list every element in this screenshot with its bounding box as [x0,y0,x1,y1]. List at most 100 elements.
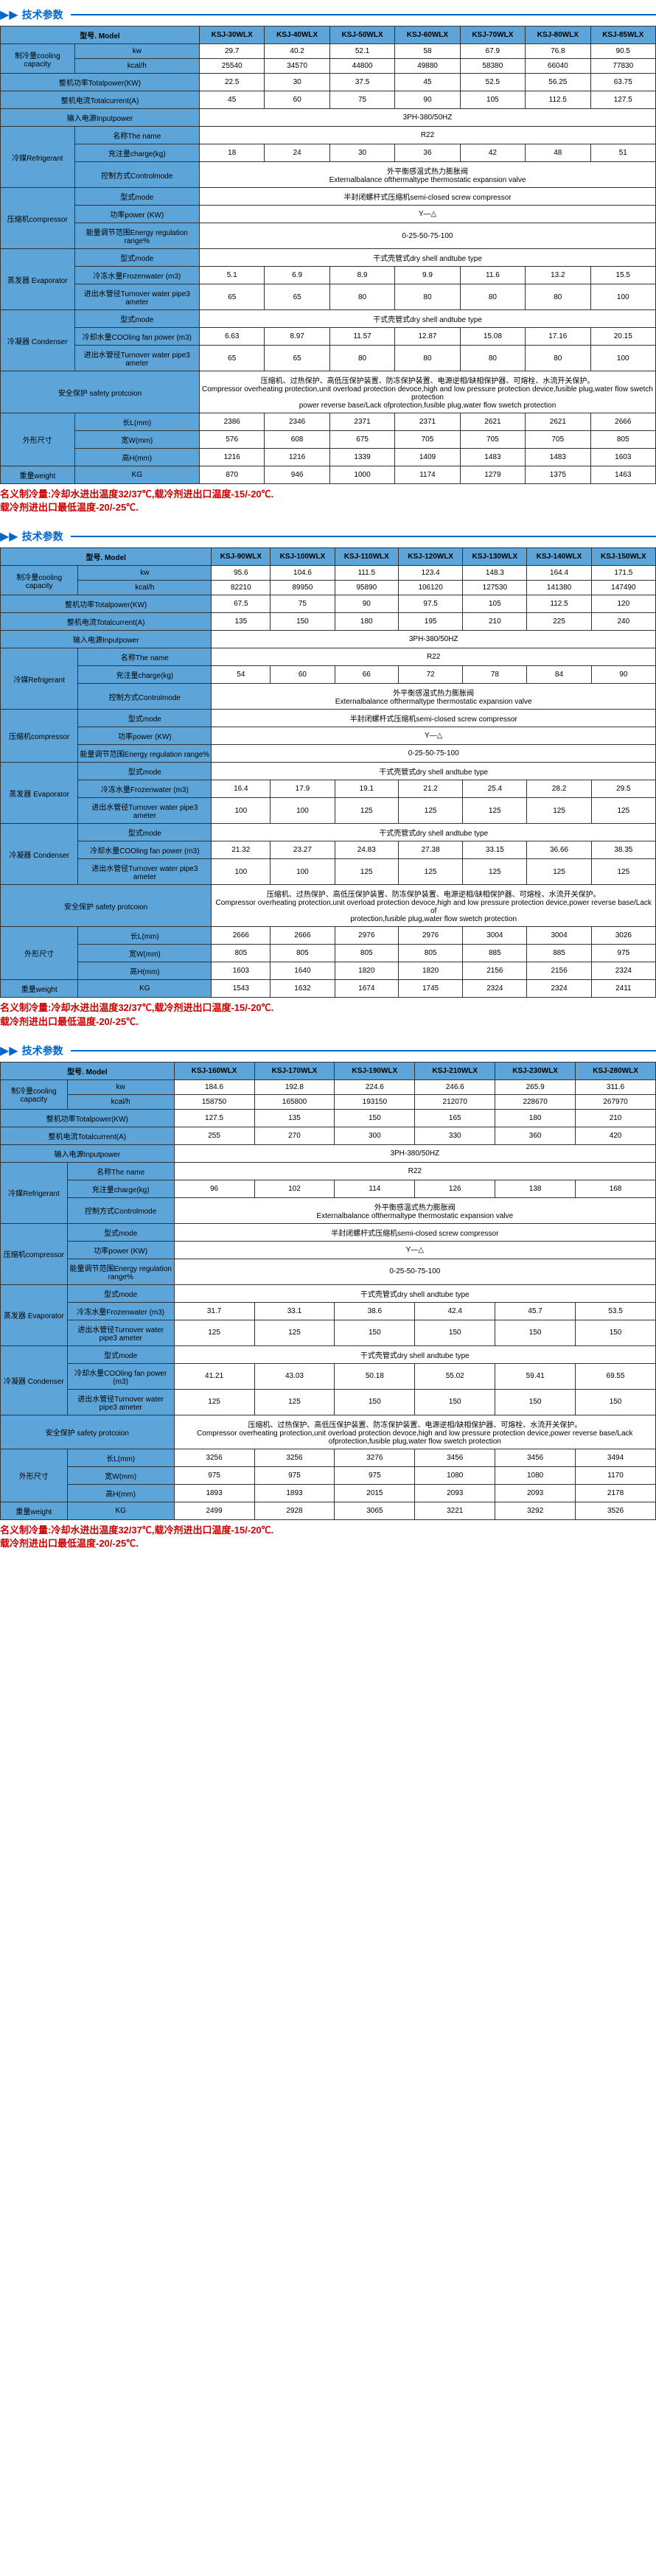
totalpower-value: 37.5 [329,74,394,91]
kg-label: KG [74,466,199,484]
evapturnover-value: 80 [329,284,394,310]
power-label: 功率power (KW) [78,727,212,745]
coolingfan-value: 11.57 [329,328,394,346]
kcal-value: 66040 [526,59,590,74]
refrigerant-value: R22 [200,127,656,144]
model-value: KSJ-70WLX [460,27,525,44]
totalcurrent-value: 45 [200,91,265,109]
height-value: 2093 [495,1484,576,1502]
coolingfan-value: 24.83 [335,841,399,859]
kcal-value: 267970 [576,1094,656,1109]
model-value: KSJ-190WLX [335,1062,415,1079]
evapturnover-value: 65 [265,284,329,310]
frozenwater-value: 42.4 [415,1302,495,1320]
coolingfan-value: 41.21 [174,1363,254,1389]
evaporator-label: 蒸发器 Evaporator [1,763,78,824]
model-value: KSJ-230WLX [495,1062,576,1079]
width-value: 805 [399,945,463,962]
frozenwater-value: 53.5 [576,1302,656,1320]
compressor-label: 压缩机compressor [1,1223,68,1284]
condturnover-value: 100 [271,859,335,885]
height-value: 1216 [265,449,329,466]
controlmode-value: 外平衡感温式热力膨胀阀Externalbalance ofthermaltype… [200,162,656,188]
kcal-value: 212070 [415,1094,495,1109]
height-value: 1640 [271,962,335,980]
charge-value: 66 [335,666,399,684]
height-value: 1603 [212,962,271,980]
condturnover-value: 125 [335,859,399,885]
totalcurrent-value: 60 [265,91,329,109]
mode-label: 型式mode [67,1223,174,1241]
refrigerant-value: R22 [174,1162,655,1180]
weight-value: 1174 [395,466,460,484]
evapturnover-value: 125 [335,798,399,824]
energy-value: 0-25-50-75-100 [174,1259,655,1284]
totalpower-value: 97.5 [399,595,463,613]
coolingfan-label: 冷却水量COOling fan power (m3) [78,841,212,859]
totalpower-value: 135 [254,1109,335,1127]
kg-label: KG [67,1502,174,1519]
height-value: 1893 [254,1484,335,1502]
totalpower-value: 30 [265,74,329,91]
frozenwater-value: 38.6 [335,1302,415,1320]
evapturnover-value: 125 [254,1320,335,1345]
width-label: 宽W(mm) [74,431,199,449]
kw-value: 265.9 [495,1079,576,1094]
totalpower-value: 75 [271,595,335,613]
section-header: ▶▶ 技术参数 [0,1043,656,1058]
model-value: KSJ-140WLX [527,548,591,566]
kcal-value: 58380 [460,59,525,74]
charge-value: 30 [329,144,394,162]
kcal-value: 49880 [395,59,460,74]
frozenwater-label: 冷冻水量Frozenwater (m3) [74,267,199,284]
safety-value: 压缩机、过热保护、高低压保护装置、防冻保护装置、电源逆相/缺相保护器、可熔栓、水… [200,371,656,413]
weight-value: 2928 [254,1502,335,1519]
length-value: 2371 [395,413,460,431]
totalcurrent-value: 420 [576,1127,656,1144]
condturnover-value: 150 [415,1389,495,1415]
kcal-value: 141380 [527,581,591,595]
width-value: 1170 [576,1466,656,1484]
totalcurrent-value: 255 [174,1127,254,1144]
kw-value: 90.5 [590,44,655,59]
kcal-value: 82210 [212,581,271,595]
kw-value: 184.6 [174,1079,254,1094]
totalpower-label: 整机功率Totalpower(KW) [1,1109,175,1127]
evapmode-label: 型式mode [67,1284,174,1302]
coolingfan-value: 12.87 [395,328,460,346]
totalcurrent-value: 90 [395,91,460,109]
weight-label: 重量weight [1,980,78,998]
weight-value: 3526 [576,1502,656,1519]
condturnover-value: 125 [399,859,463,885]
weight-value: 2324 [527,980,591,998]
totalcurrent-value: 75 [329,91,394,109]
width-value: 705 [526,431,590,449]
inputpower-label: 输入电源Inputpower [1,109,200,127]
weight-value: 1463 [590,466,655,484]
model-value: KSJ-60WLX [395,27,460,44]
length-value: 3004 [463,927,527,945]
charge-value: 84 [527,666,591,684]
kcal-value: 147490 [591,581,655,595]
safety-value: 压缩机、过热保护、高低压保护装置、防冻保护装置、电源逆相/缺相保护器、可熔栓、水… [212,885,656,927]
totalpower-value: 67.5 [212,595,271,613]
weight-label: 重量weight [1,466,75,484]
model-value: KSJ-130WLX [463,548,527,566]
coolingfan-value: 20.15 [590,328,655,346]
condturnover-label: 进出水管径Turnover water pipe3 ameter [78,859,212,885]
cooling-label: 制冷量cooling capacity [1,1079,68,1109]
coolingfan-value: 27.38 [399,841,463,859]
totalpower-value: 180 [495,1109,576,1127]
note-text: 名义制冷量:冷却水进出温度32/37℃,载冷剂进出口温度-15/-20℃.载冷剂… [0,1001,656,1028]
frozenwater-value: 28.2 [527,780,591,798]
charge-value: 51 [590,144,655,162]
evapturnover-value: 150 [576,1320,656,1345]
height-value: 1820 [335,962,399,980]
width-value: 705 [460,431,525,449]
condturnover-value: 80 [526,346,590,371]
energy-label: 能量调节范围Energy regulation range% [78,745,212,763]
kw-label: kw [78,566,212,581]
arrow-icon: ▶▶ [0,7,18,22]
cooling-label: 制冷量cooling capacity [1,566,78,595]
inputpower-value: 3PH-380/50HZ [174,1144,655,1162]
